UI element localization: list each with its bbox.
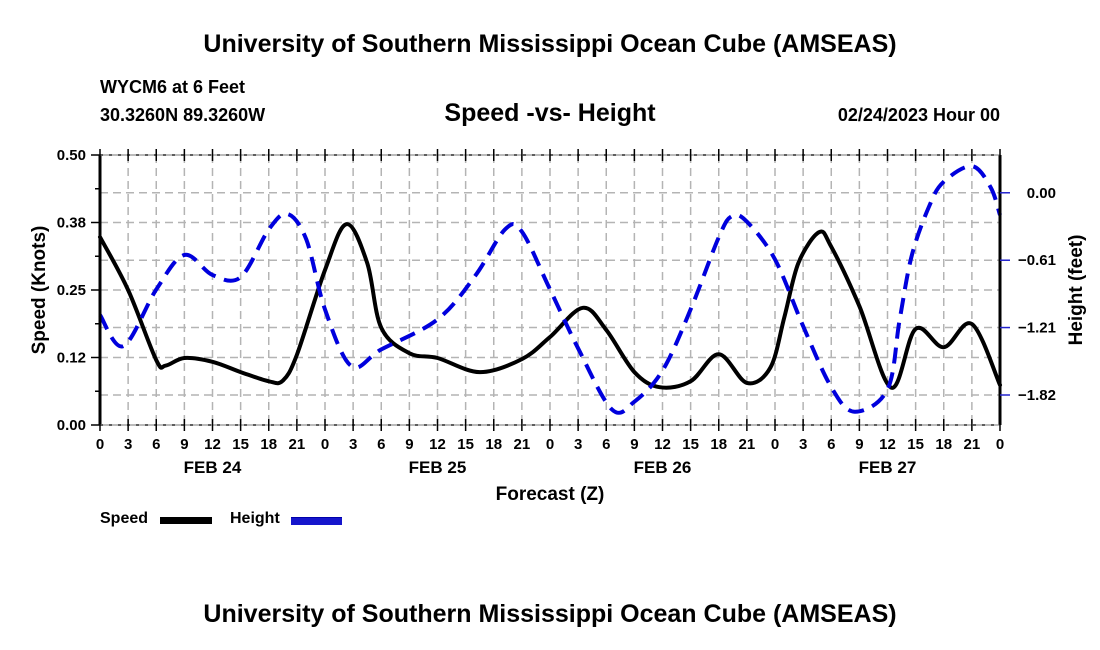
y-tick-label: 0.00 (57, 417, 86, 434)
day-label: FEB 25 (409, 458, 467, 477)
x-tick-label: 21 (739, 436, 756, 453)
x-tick-label: 15 (682, 436, 699, 453)
x-tick-label: 12 (879, 436, 896, 453)
x-tick-label: 15 (907, 436, 924, 453)
x-tick-label: 9 (630, 436, 638, 453)
x-axis-label: Forecast (Z) (496, 484, 605, 505)
x-tick-label: 12 (429, 436, 446, 453)
series-line-height (98, 164, 1002, 415)
x-tick-label: 21 (964, 436, 981, 453)
x-tick-label: 12 (204, 436, 221, 453)
x-tick-label: 18 (710, 436, 727, 453)
footer-title: University of Southern Mississippi Ocean… (203, 600, 897, 628)
x-tick-label: 9 (405, 436, 413, 453)
x-tick-label: 21 (289, 436, 306, 453)
x-tick-label: 6 (377, 436, 385, 453)
day-label: FEB 27 (859, 458, 917, 477)
y2-tick-label: −0.61 (1018, 252, 1056, 269)
x-tick-label: 3 (574, 436, 582, 453)
y-tick-label: 0.50 (57, 147, 86, 164)
day-label: FEB 26 (634, 458, 692, 477)
legend-height-label: Height (230, 510, 280, 527)
legend-speed-swatch (160, 517, 212, 524)
y-axis-label: Speed (Knots) (29, 226, 50, 355)
page-title: University of Southern Mississippi Ocean… (203, 30, 897, 58)
grid (100, 155, 1000, 425)
y-tick-label: 0.25 (57, 282, 86, 299)
axes: 0 3 6 9 12 15 18 21 0 3 6 9 12 15 18 21 0 3 6 9 12 15 18 21 0 3 6 9… (57, 147, 1056, 477)
y-tick-label: 0.38 (57, 215, 86, 232)
x-tick-label: 0 (96, 436, 104, 453)
x-tick-label: 18 (485, 436, 502, 453)
legend-speed-label: Speed (100, 510, 149, 527)
y2-tick-label: −1.82 (1018, 387, 1056, 404)
x-tick-label: 3 (124, 436, 132, 453)
x-tick-label: 18 (935, 436, 952, 453)
x-tick-label: 12 (654, 436, 671, 453)
x-tick-label: 0 (321, 436, 329, 453)
series-layer (98, 164, 1002, 415)
datetime-label: 02/24/2023 Hour 00 (837, 105, 1000, 125)
x-tick-label: 3 (799, 436, 807, 453)
y2-tick-label: 0.00 (1027, 185, 1056, 202)
day-label: FEB 24 (184, 458, 242, 477)
x-tick-label: 6 (152, 436, 160, 453)
x-tick-label: 0 (771, 436, 779, 453)
y-tick-label: 0.12 (57, 350, 86, 367)
x-tick-label: 9 (855, 436, 863, 453)
x-tick-label: 18 (260, 436, 277, 453)
x-tick-label: 21 (514, 436, 531, 453)
location-label: 30.3260N 89.3260W (100, 105, 266, 125)
x-tick-label: 15 (457, 436, 474, 453)
x-tick-label: 3 (349, 436, 357, 453)
y2-tick-label: −1.21 (1018, 320, 1056, 337)
station-label: WYCM6 at 6 Feet (100, 77, 246, 97)
x-tick-label: 15 (232, 436, 249, 453)
series-line-speed (98, 222, 1002, 390)
y2-axis-label: Height (feet) (1066, 235, 1087, 346)
x-tick-label: 6 (602, 436, 610, 453)
x-tick-label: 9 (180, 436, 188, 453)
legend-height-swatch (291, 517, 342, 525)
chart-title: Speed -vs- Height (444, 99, 656, 127)
x-tick-label: 6 (827, 436, 835, 453)
x-tick-label: 0 (546, 436, 554, 453)
x-tick-label: 0 (996, 436, 1004, 453)
